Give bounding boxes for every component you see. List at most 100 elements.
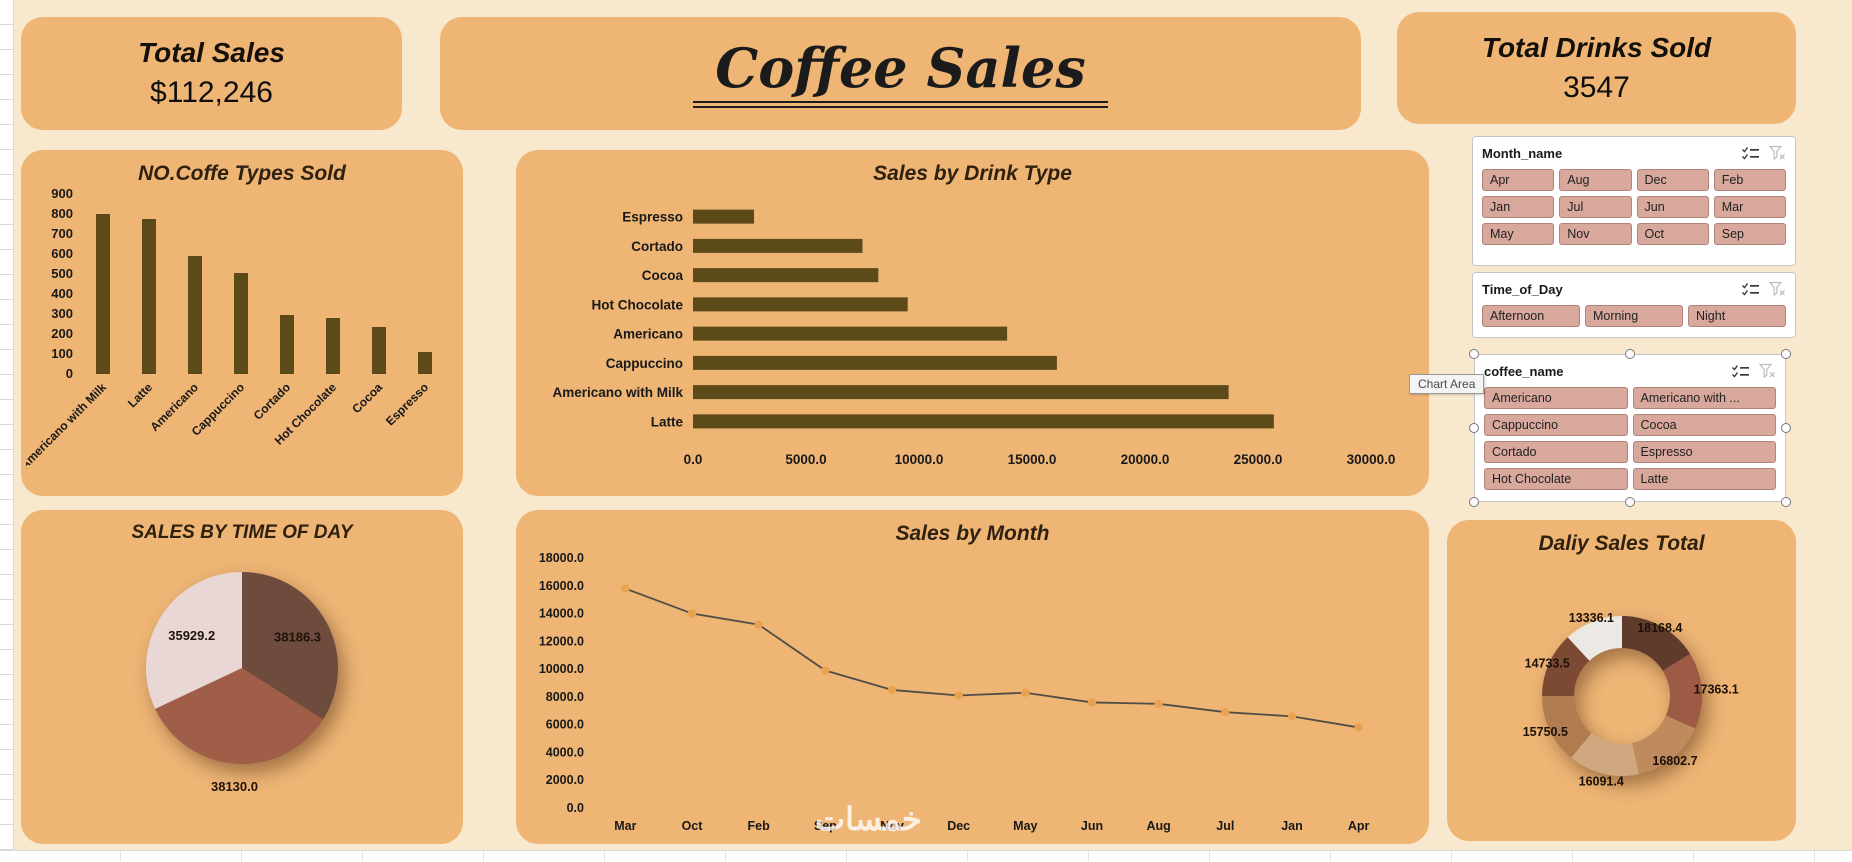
- coffee-types-chart-title: NO.Coffe Types Sold: [138, 162, 346, 185]
- sales-by-drink-bar-chart[interactable]: Espresso Cortado Cocoa Hot Chocolate America…: [516, 186, 1429, 482]
- slicer-item-nov[interactable]: Nov: [1559, 223, 1632, 245]
- svg-text:4000.0: 4000.0: [545, 745, 583, 759]
- svg-text:Feb: Feb: [747, 819, 770, 833]
- daily-sales-donut-chart[interactable]: 18168.4 17363.1 16802.7 16091.4 15750.5 14733…: [1447, 556, 1796, 834]
- clear-filter-icon[interactable]: [1769, 145, 1786, 161]
- sales-by-time-card: SALES BY TIME OF DAY 38186.3 38130.0 35929…: [21, 510, 463, 844]
- slicer-item-aug[interactable]: Aug: [1559, 169, 1632, 191]
- slicer-item-espresso[interactable]: Espresso: [1632, 441, 1776, 463]
- selection-handle[interactable]: [1469, 349, 1479, 359]
- sales-by-month-line-chart[interactable]: 0.0 2000.0 4000.0 6000.0 8000.0 10000.0 12000.…: [516, 546, 1429, 842]
- svg-text:May: May: [1013, 819, 1037, 833]
- total-drinks-card: Total Drinks Sold 3547: [1397, 12, 1796, 124]
- slicer-item-latte[interactable]: Latte: [1632, 468, 1776, 490]
- slicer-item-may[interactable]: May: [1482, 223, 1555, 245]
- selection-handle[interactable]: [1781, 497, 1791, 507]
- svg-text:12000.0: 12000.0: [538, 634, 583, 648]
- selection-handle[interactable]: [1625, 349, 1635, 359]
- svg-text:Dec: Dec: [947, 819, 970, 833]
- svg-text:Americano: Americano: [613, 327, 683, 342]
- slicer-item-cocoa[interactable]: Cocoa: [1632, 414, 1776, 436]
- svg-text:Latte: Latte: [125, 380, 155, 410]
- svg-text:700: 700: [51, 226, 73, 241]
- total-drinks-label: Total Drinks Sold: [1481, 31, 1712, 63]
- slicer-item-cortado[interactable]: Cortado: [1484, 441, 1628, 463]
- sales-by-month-card: Sales by Month 0.0 2000.0 4000.0 6000.0 8000…: [516, 510, 1429, 844]
- svg-text:38130.0: 38130.0: [211, 779, 258, 794]
- coffee-types-bar-chart[interactable]: 0 100 200 300 400 500 600 700 800 900 Americano wi…: [21, 186, 463, 492]
- svg-text:6000.0: 6000.0: [545, 718, 583, 732]
- svg-text:900: 900: [51, 186, 73, 201]
- svg-text:8000.0: 8000.0: [545, 690, 583, 704]
- multiselect-icon[interactable]: [1731, 364, 1750, 379]
- sales-by-time-chart-title: SALES BY TIME OF DAY: [131, 522, 353, 543]
- svg-text:2000.0: 2000.0: [545, 773, 583, 787]
- svg-text:Oct: Oct: [681, 819, 703, 833]
- excel-grid-left-strip: [0, 0, 14, 862]
- watermark: خمسات: [815, 801, 922, 837]
- svg-text:Cortado: Cortado: [251, 380, 293, 422]
- slicer-title: coffee_name: [1484, 363, 1564, 379]
- total-drinks-value: 3547: [1563, 70, 1630, 104]
- svg-text:Cocoa: Cocoa: [641, 268, 683, 283]
- svg-text:Latte: Latte: [650, 414, 683, 429]
- coffee-name-slicer[interactable]: coffee_name Americano Americano with ... Ca…: [1469, 349, 1791, 507]
- selection-handle[interactable]: [1625, 497, 1635, 507]
- multiselect-icon[interactable]: [1741, 282, 1760, 297]
- slicer-item-jan[interactable]: Jan: [1482, 196, 1555, 218]
- svg-text:Mar: Mar: [614, 819, 636, 833]
- sales-by-time-pie-chart[interactable]: 38186.3 38130.0 35929.2: [21, 544, 463, 812]
- slicer-icons: [1731, 363, 1776, 379]
- svg-text:Cappuccino: Cappuccino: [605, 356, 682, 371]
- svg-text:18000.0: 18000.0: [538, 551, 583, 565]
- slicer-item-cappuccino[interactable]: Cappuccino: [1484, 414, 1628, 436]
- slicer-item-americano[interactable]: Americano: [1484, 387, 1628, 409]
- svg-text:600: 600: [51, 246, 73, 261]
- svg-text:500: 500: [51, 266, 73, 281]
- daily-sales-chart-title: Daliy Sales Total: [1538, 532, 1705, 555]
- slicer-item-jun[interactable]: Jun: [1636, 196, 1709, 218]
- svg-text:Americano with Milk: Americano with Milk: [552, 385, 683, 400]
- svg-text:0: 0: [66, 366, 73, 381]
- slicer-title: Time_of_Day: [1482, 281, 1563, 297]
- svg-text:Hot Chocolate: Hot Chocolate: [591, 297, 683, 312]
- slicer-item-morning[interactable]: Morning: [1585, 305, 1683, 327]
- svg-text:Jan: Jan: [1281, 819, 1303, 833]
- slicer-icons: [1741, 145, 1786, 161]
- sales-by-drink-chart-title: Sales by Drink Type: [873, 162, 1072, 185]
- slicer-item-night[interactable]: Night: [1688, 305, 1786, 327]
- clear-filter-icon[interactable]: [1759, 363, 1776, 379]
- clear-filter-icon[interactable]: [1769, 281, 1786, 297]
- svg-text:800: 800: [51, 206, 73, 221]
- svg-text:30000.0: 30000.0: [1346, 452, 1395, 467]
- svg-text:Jul: Jul: [1216, 819, 1234, 833]
- svg-text:13336.1: 13336.1: [1568, 611, 1613, 625]
- multiselect-icon[interactable]: [1741, 146, 1760, 161]
- slicer-item-apr[interactable]: Apr: [1482, 169, 1555, 191]
- page-title: Coffee Sales: [693, 38, 1108, 109]
- svg-text:16802.7: 16802.7: [1652, 754, 1697, 768]
- month-name-slicer[interactable]: Month_name Apr Aug Dec Feb Jan Jul Jun Mar May Nov…: [1472, 136, 1796, 266]
- svg-text:Espresso: Espresso: [622, 210, 683, 225]
- svg-text:14733.5: 14733.5: [1524, 656, 1569, 670]
- slicer-item-jul[interactable]: Jul: [1559, 196, 1632, 218]
- svg-text:5000.0: 5000.0: [785, 452, 826, 467]
- svg-text:10000.0: 10000.0: [894, 452, 943, 467]
- svg-text:20000.0: 20000.0: [1120, 452, 1169, 467]
- slicer-item-americano-with[interactable]: Americano with ...: [1632, 387, 1776, 409]
- selection-handle[interactable]: [1469, 423, 1479, 433]
- slicer-item-feb[interactable]: Feb: [1713, 169, 1786, 191]
- svg-text:Jun: Jun: [1080, 819, 1102, 833]
- svg-text:35929.2: 35929.2: [168, 628, 215, 643]
- slicer-item-oct[interactable]: Oct: [1636, 223, 1709, 245]
- selection-handle[interactable]: [1781, 349, 1791, 359]
- time-of-day-slicer[interactable]: Time_of_Day Afternoon Morning Night: [1472, 272, 1796, 338]
- selection-handle[interactable]: [1469, 497, 1479, 507]
- slicer-item-afternoon[interactable]: Afternoon: [1482, 305, 1580, 327]
- slicer-item-hot-chocolate[interactable]: Hot Chocolate: [1484, 468, 1628, 490]
- slicer-item-sep[interactable]: Sep: [1713, 223, 1786, 245]
- slicer-item-dec[interactable]: Dec: [1636, 169, 1709, 191]
- slicer-item-mar[interactable]: Mar: [1713, 196, 1786, 218]
- selection-handle[interactable]: [1781, 423, 1791, 433]
